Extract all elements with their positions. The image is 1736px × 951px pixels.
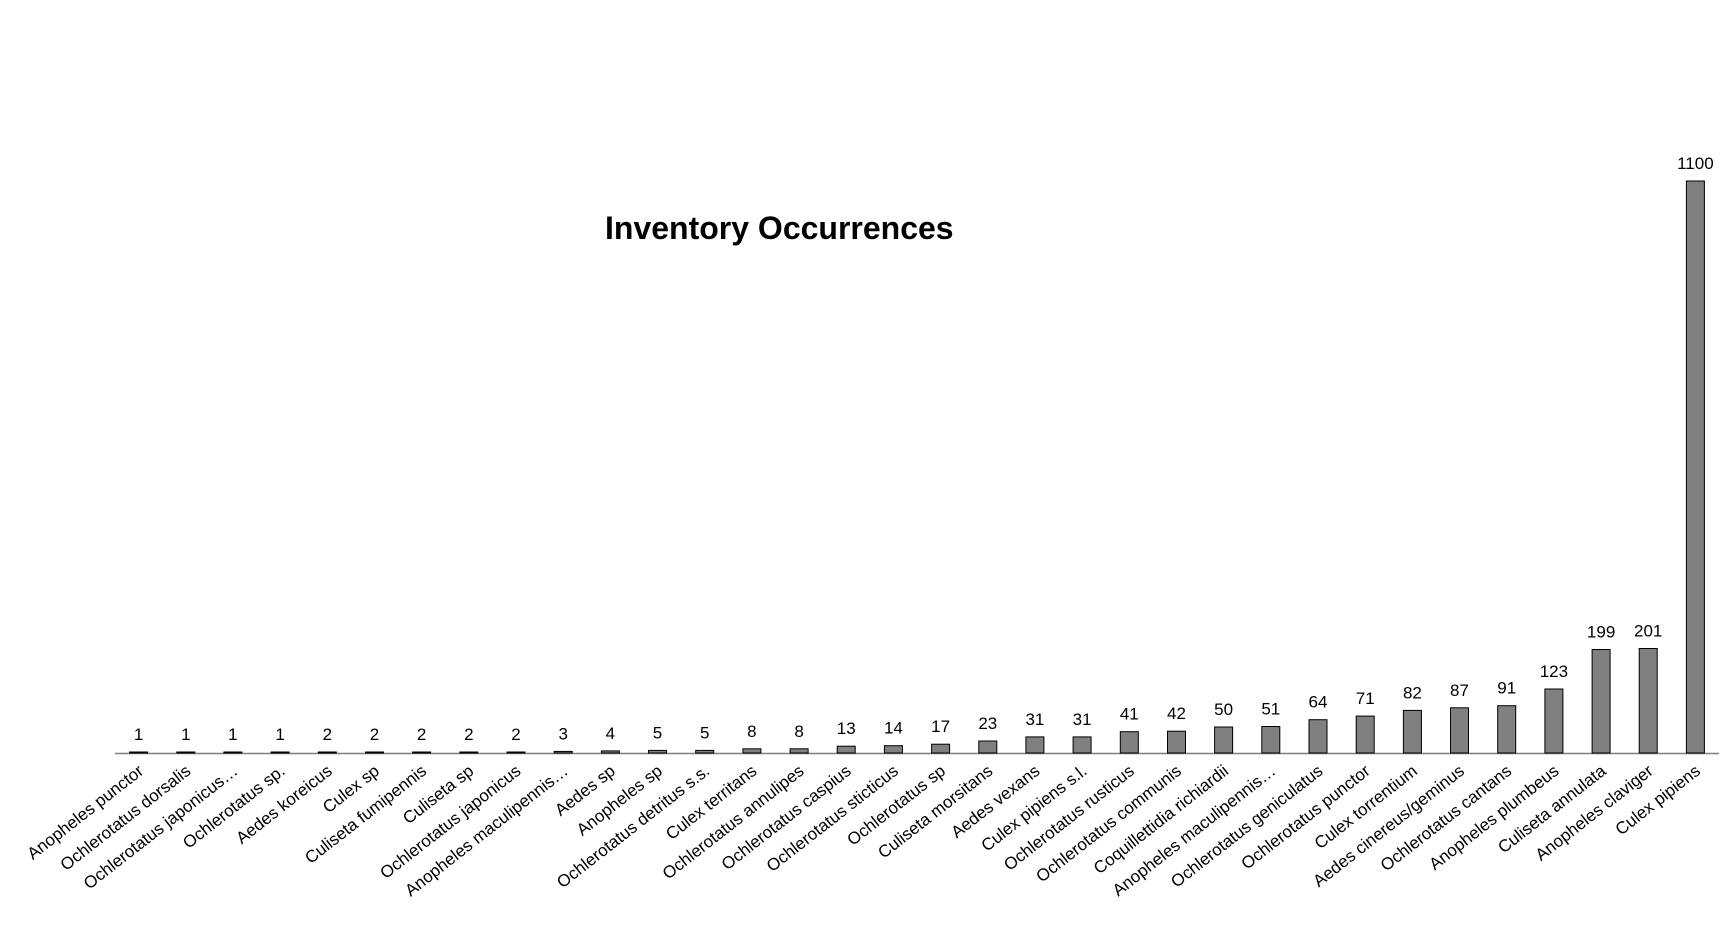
bar [1544,688,1564,754]
bar [553,750,573,754]
bar [365,751,384,754]
data-label: 64 [1309,693,1328,712]
bar [129,751,149,754]
bar [600,750,620,754]
bar [1072,736,1092,754]
data-label: 8 [747,722,756,741]
data-label: 3 [558,724,567,743]
data-label: 23 [978,714,997,733]
bar [1591,649,1611,754]
bar [695,749,715,754]
data-label: 8 [794,722,803,741]
data-label: 1 [275,725,284,744]
bar [978,740,998,754]
bar [317,751,337,754]
bar [459,751,479,754]
bar [648,749,667,754]
bar [223,751,243,754]
bar [1214,726,1234,754]
bar [1167,730,1186,754]
data-label: 31 [1073,710,1092,729]
bar [1308,719,1328,754]
data-label: 201 [1634,622,1662,641]
data-label: 2 [464,725,473,744]
bar [789,748,809,754]
bar [1402,709,1422,754]
bar [1450,707,1469,754]
data-label: 2 [370,725,379,744]
data-label: 82 [1403,683,1422,702]
bar [742,748,762,754]
data-label: 1 [181,725,190,744]
bar [1261,726,1281,754]
bar [1497,705,1517,754]
chart-title: Inventory Occurrences [605,210,954,246]
data-label: 42 [1167,704,1186,723]
data-label: 123 [1540,662,1568,681]
data-label: 50 [1214,700,1233,719]
data-label: 51 [1261,700,1280,719]
data-label: 1100 [1677,154,1714,173]
bar [506,751,526,754]
data-label: 199 [1587,623,1615,642]
bar [836,745,856,754]
bar [931,743,951,754]
data-label: 1 [228,725,237,744]
data-label: 2 [417,725,426,744]
data-label: 41 [1120,705,1139,724]
data-label: 2 [323,725,332,744]
bar [412,751,432,754]
data-label: 91 [1497,679,1516,698]
bar [270,751,290,754]
bar [1685,180,1705,754]
bar [1025,736,1045,754]
bar [1355,715,1375,754]
data-label: 31 [1025,710,1044,729]
data-label: 1 [134,725,143,744]
bar [1638,648,1658,754]
bar [883,745,903,754]
data-label: 5 [700,723,709,742]
data-label: 5 [653,723,662,742]
bar [176,751,196,754]
data-label: 71 [1356,689,1375,708]
bar [1119,731,1139,754]
data-label: 17 [931,717,950,736]
data-label: 13 [837,719,856,738]
data-label: 87 [1450,681,1469,700]
data-label: 2 [511,725,520,744]
data-label: 14 [884,719,903,738]
data-label: 4 [606,724,615,743]
